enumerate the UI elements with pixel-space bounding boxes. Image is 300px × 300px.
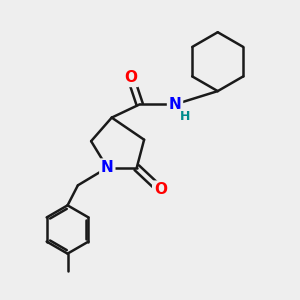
Text: H: H [180, 110, 190, 123]
Text: O: O [154, 182, 167, 197]
Text: N: N [101, 160, 114, 175]
Text: N: N [169, 97, 182, 112]
Text: O: O [124, 70, 137, 86]
